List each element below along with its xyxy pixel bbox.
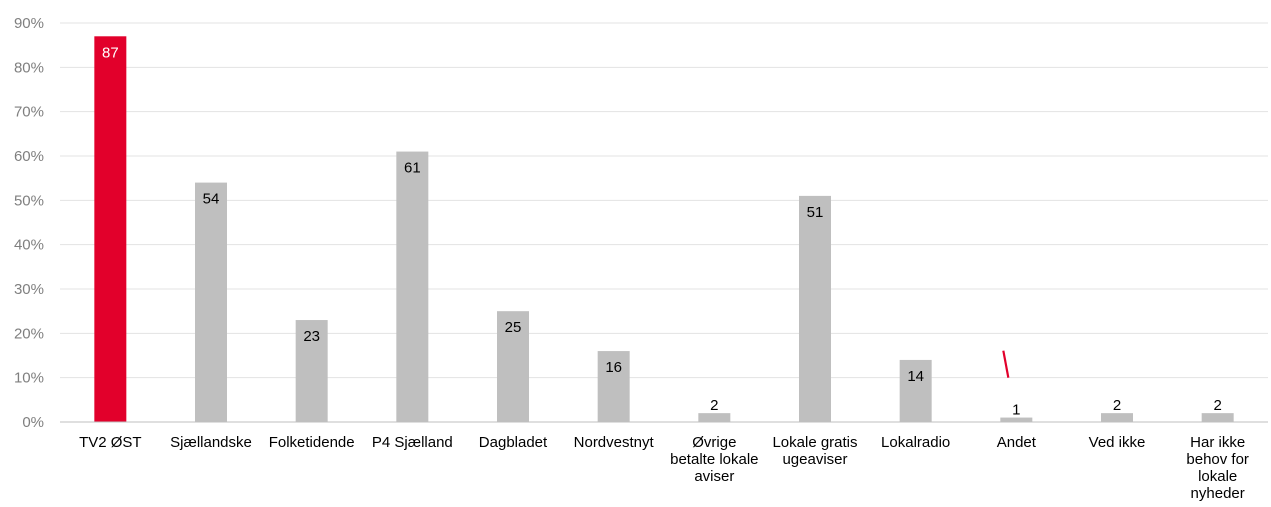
y-tick-label: 80% bbox=[14, 59, 44, 76]
bar bbox=[1201, 413, 1234, 422]
bar bbox=[597, 351, 630, 422]
x-category-label: Ved ikke bbox=[1089, 434, 1146, 451]
bar bbox=[396, 151, 429, 423]
bar bbox=[799, 195, 831, 422]
x-category-label: Sjællandske bbox=[170, 434, 252, 451]
annotations bbox=[1002, 350, 1010, 378]
x-category-label: Folketidende bbox=[269, 434, 355, 451]
data-label: 14 bbox=[907, 368, 924, 385]
x-category-label: betalte lokale bbox=[670, 451, 758, 468]
y-tick-label: 30% bbox=[14, 281, 44, 298]
data-label: 54 bbox=[203, 191, 220, 208]
x-category-label: lokale bbox=[1198, 468, 1237, 485]
data-label: 51 bbox=[807, 204, 824, 221]
y-tick-label: 40% bbox=[14, 237, 44, 254]
x-category-label: behov for bbox=[1186, 451, 1249, 468]
x-category-label: Dagbladet bbox=[479, 434, 548, 451]
data-label: 16 bbox=[605, 359, 622, 376]
data-label: 2 bbox=[1113, 397, 1121, 414]
y-tick-label: 70% bbox=[14, 104, 44, 121]
x-category-label: aviser bbox=[694, 468, 734, 485]
x-category-label: Øvrige bbox=[692, 434, 736, 451]
data-labels: 87 54 23 61 25 16 2 51 14 1 2 2 bbox=[102, 44, 1222, 418]
bar bbox=[94, 36, 127, 423]
x-category-label: Har ikke bbox=[1190, 434, 1245, 451]
bar bbox=[295, 320, 328, 422]
data-label: 2 bbox=[710, 397, 718, 414]
x-category-label: Nordvestnyt bbox=[574, 434, 655, 451]
y-tick-label: 50% bbox=[14, 192, 44, 209]
bar bbox=[1101, 413, 1133, 422]
bars bbox=[94, 36, 1234, 423]
annotation-slash-mark bbox=[1002, 350, 1010, 378]
y-tick-label: 90% bbox=[14, 15, 44, 32]
y-tick-label: 20% bbox=[14, 325, 44, 342]
x-category-label: Lokale gratis bbox=[772, 434, 857, 451]
y-tick-label: 10% bbox=[14, 370, 44, 387]
gridlines bbox=[60, 22, 1268, 379]
x-category-label: ugeaviser bbox=[782, 451, 847, 468]
y-tick-label: 60% bbox=[14, 148, 44, 165]
data-label: 87 bbox=[102, 44, 119, 61]
bar bbox=[899, 359, 932, 422]
x-category-label: TV2 ØST bbox=[79, 434, 142, 451]
data-label: 61 bbox=[404, 160, 421, 177]
bar bbox=[497, 311, 529, 422]
y-axis-tick-labels: 0% 10% 20% 30% 40% 50% 60% 70% 80% 90% bbox=[14, 15, 44, 431]
bar bbox=[1000, 417, 1033, 422]
x-category-label: Lokalradio bbox=[881, 434, 950, 451]
data-label: 25 bbox=[505, 319, 522, 336]
data-label: 23 bbox=[303, 328, 320, 345]
y-tick-label: 0% bbox=[22, 414, 44, 431]
x-category-label: P4 Sjælland bbox=[372, 434, 453, 451]
x-category-label: Andet bbox=[997, 434, 1037, 451]
x-axis-category-labels: TV2 ØST Sjællandske Folketidende P4 Sjællan… bbox=[79, 434, 1249, 502]
data-label: 1 bbox=[1012, 402, 1020, 419]
x-category-label: nyheder bbox=[1191, 485, 1245, 502]
data-label: 2 bbox=[1213, 397, 1221, 414]
bar bbox=[698, 413, 731, 422]
bar bbox=[195, 182, 227, 422]
